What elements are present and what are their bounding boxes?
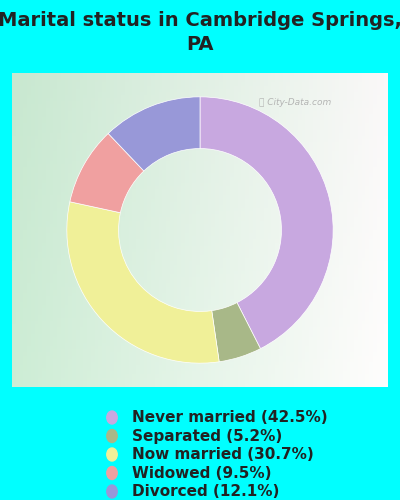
- Text: Separated (5.2%): Separated (5.2%): [132, 428, 282, 444]
- Text: Marital status in Cambridge Springs,
PA: Marital status in Cambridge Springs, PA: [0, 11, 400, 53]
- Wedge shape: [67, 202, 219, 363]
- Text: Now married (30.7%): Now married (30.7%): [132, 447, 314, 462]
- Wedge shape: [70, 134, 144, 212]
- Wedge shape: [212, 302, 260, 362]
- Wedge shape: [108, 97, 200, 171]
- Wedge shape: [200, 97, 333, 348]
- Text: Widowed (9.5%): Widowed (9.5%): [132, 466, 272, 480]
- Text: ⓘ City-Data.com: ⓘ City-Data.com: [259, 98, 332, 108]
- Text: Never married (42.5%): Never married (42.5%): [132, 410, 328, 425]
- Text: Divorced (12.1%): Divorced (12.1%): [132, 484, 279, 499]
